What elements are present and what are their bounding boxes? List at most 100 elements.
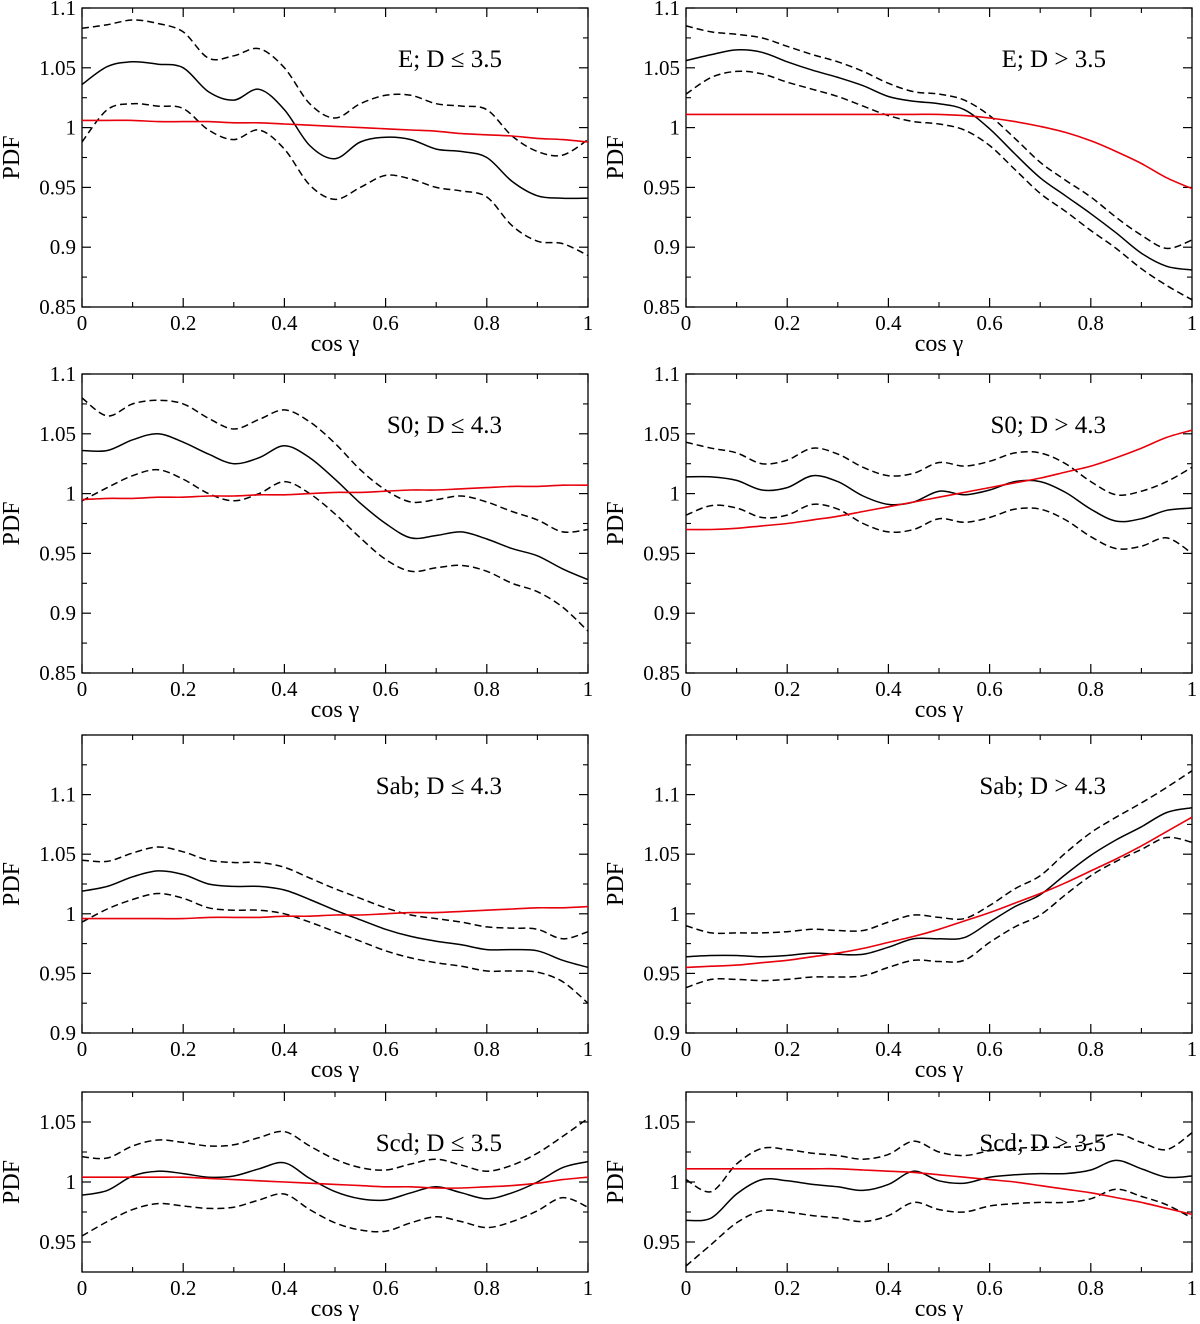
x-tick-label: 0.6	[976, 311, 1002, 335]
y-tick-label: 0.9	[654, 601, 680, 625]
x-tick-label: 0	[681, 677, 692, 701]
x-tick-label: 0	[77, 677, 88, 701]
x-tick-label: 0	[77, 1276, 88, 1300]
y-tick-label: 0.95	[39, 1230, 76, 1254]
y-tick-label: 1.1	[50, 0, 76, 20]
series-line-data	[82, 1160, 588, 1202]
series-line-upper	[82, 397, 588, 534]
y-tick-label: 1.1	[654, 362, 680, 386]
x-tick-label: 1	[1187, 311, 1198, 335]
series-line-data	[686, 49, 1192, 271]
x-tick-label: 0.6	[372, 677, 398, 701]
plot-frame	[81, 373, 589, 674]
x-tick-label: 0.2	[774, 1276, 800, 1300]
x-tick-label: 0	[681, 311, 692, 335]
y-tick-label: 1.1	[654, 0, 680, 20]
x-tick-label: 0.6	[976, 1037, 1002, 1061]
x-tick-label: 0.8	[1078, 311, 1104, 335]
panel-label: Scd; D ≤ 3.5	[376, 1130, 502, 1157]
y-tick-label: 0.9	[50, 235, 76, 259]
y-axis-label: PDF	[0, 862, 25, 906]
panel-6: 0 0.2 0.4 0.6 0.8 1 0.9 0.95 1 1.05 1.1 cos γ PDF Sab…	[603, 734, 1198, 1083]
series-line-upper	[686, 770, 1192, 935]
series-line-lower	[82, 892, 588, 1004]
x-tick-label: 0.2	[170, 677, 196, 701]
series-line-model	[686, 113, 1192, 190]
y-tick-label: 1	[66, 1170, 77, 1194]
x-tick-label: 1	[583, 1037, 594, 1061]
x-tick-label: 0.2	[774, 1037, 800, 1061]
x-tick-label: 0.8	[1078, 1037, 1104, 1061]
y-tick-label: 0.85	[643, 661, 680, 685]
x-tick-label: 0.4	[271, 677, 298, 701]
y-tick-label: 0.95	[39, 541, 76, 565]
series-line-model	[82, 1176, 588, 1189]
x-tick-label: 0.6	[372, 1037, 398, 1061]
panel-4: 0 0.2 0.4 0.6 0.8 1 0.85 0.9 0.95 1 1.05 1.1 cos γ PD…	[603, 362, 1197, 723]
y-axis-label: PDF	[0, 1160, 25, 1204]
y-tick-label: 1	[670, 902, 681, 926]
series-line-model	[82, 119, 588, 143]
curves	[82, 1117, 588, 1237]
y-tick-label: 1.1	[654, 783, 680, 807]
series-line-upper	[82, 1117, 588, 1172]
panel-label: S0; D > 4.3	[990, 412, 1106, 439]
x-tick-label: 1	[1187, 1037, 1198, 1061]
series-line-model	[686, 429, 1192, 531]
y-axis-label: PDF	[603, 862, 629, 906]
series-line-lower	[686, 503, 1192, 555]
panel-3: 0 0.2 0.4 0.6 0.8 1 0.85 0.9 0.95 1 1.05 1.1 cos γ PD…	[0, 362, 593, 723]
y-tick-label: 0.95	[643, 961, 680, 985]
x-tick-label: 0.8	[1078, 1276, 1104, 1300]
x-tick-label: 0.4	[271, 1276, 298, 1300]
series-line-data	[82, 60, 588, 200]
x-tick-label: 0.6	[976, 677, 1002, 701]
y-tick-label: 1.05	[39, 842, 76, 866]
series-line-model	[82, 905, 588, 920]
x-tick-label: 0.8	[474, 1037, 500, 1061]
plot-frame	[685, 373, 1193, 674]
panel-7: 0 0.2 0.4 0.6 0.8 1 0.95 1 1.05 cos γ PDF Scd; D ≤ …	[0, 1091, 594, 1322]
y-tick-label: 0.85	[643, 295, 680, 319]
x-tick-label: 0.8	[1078, 677, 1104, 701]
y-tick-label: 1.05	[39, 56, 76, 80]
x-axis-label: cos γ	[915, 331, 964, 357]
y-axis-label: PDF	[603, 501, 629, 545]
curves	[686, 770, 1192, 989]
series-line-lower	[82, 1192, 588, 1237]
x-axis-label: cos γ	[311, 697, 360, 723]
x-tick-label: 1	[583, 677, 594, 701]
curves	[686, 25, 1192, 301]
y-tick-label: 1	[66, 482, 77, 506]
x-tick-label: 0	[77, 311, 88, 335]
panel-label: Scd; D > 3.5	[979, 1130, 1106, 1157]
y-tick-label: 1.05	[643, 1110, 680, 1134]
x-tick-label: 1	[583, 311, 594, 335]
y-tick-label: 0.9	[654, 1021, 680, 1045]
panel-label: S0; D ≤ 4.3	[387, 412, 502, 439]
y-tick-label: 1	[670, 116, 681, 140]
y-tick-label: 0.9	[50, 601, 76, 625]
y-tick-label: 1	[66, 902, 77, 926]
plot-frame	[81, 7, 589, 308]
x-tick-label: 0.4	[271, 1037, 298, 1061]
panel-label: E; D ≤ 3.5	[398, 46, 502, 73]
x-tick-label: 0.4	[875, 1276, 902, 1300]
x-tick-label: 1	[1187, 1276, 1198, 1300]
x-axis-label: cos γ	[915, 1057, 964, 1083]
x-tick-label: 0.4	[271, 311, 298, 335]
x-tick-label: 1	[583, 1276, 594, 1300]
y-tick-label: 1	[66, 116, 77, 140]
series-line-upper	[686, 441, 1192, 496]
x-tick-label: 0.4	[875, 311, 902, 335]
series-line-model	[686, 816, 1192, 969]
panel-label: Sab; D ≤ 4.3	[376, 773, 502, 800]
curves	[686, 429, 1192, 555]
x-tick-label: 0.4	[875, 677, 902, 701]
curves	[686, 1132, 1192, 1267]
x-axis-label: cos γ	[311, 1057, 360, 1083]
y-tick-label: 1.1	[50, 783, 76, 807]
y-tick-label: 0.85	[39, 661, 76, 685]
panel-2: 0 0.2 0.4 0.6 0.8 1 0.85 0.9 0.95 1 1.05 1.1 cos γ PD…	[603, 0, 1197, 357]
y-tick-label: 0.95	[643, 175, 680, 199]
